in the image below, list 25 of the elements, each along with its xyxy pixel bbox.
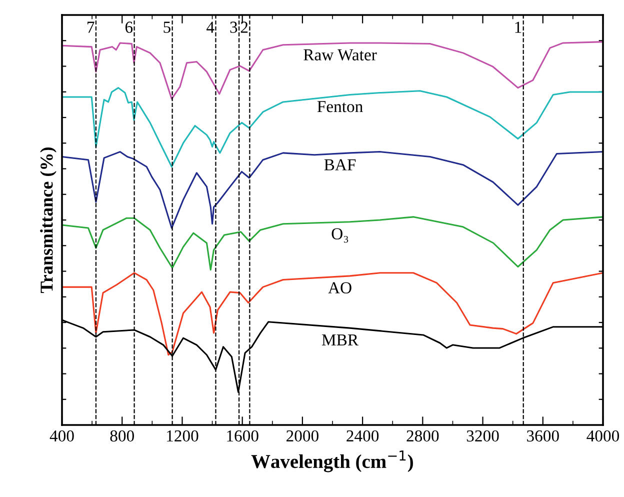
x-tick-label: 4000: [586, 430, 620, 442]
x-tick-label: 400: [50, 430, 74, 442]
x-tick-label: 2800: [406, 430, 439, 442]
x-tick-label: 800: [110, 430, 134, 442]
annotation: 7: [88, 22, 94, 33]
x-tick-label: 1600: [227, 430, 258, 442]
annotation: 1: [515, 22, 522, 33]
series-label: AO: [328, 282, 352, 294]
series-label: Raw Water: [304, 49, 377, 61]
annotation: 4: [206, 22, 214, 33]
x-tick-label: 3600: [527, 430, 559, 442]
series-label: MBR: [322, 334, 359, 346]
x-tick-label: 2400: [346, 430, 379, 442]
x-tick-label: 1200: [167, 430, 198, 442]
annotation: 5: [164, 22, 170, 33]
series-label: Fenton: [317, 101, 363, 112]
x-axis-title: Wavelength (cm$^{−1}$): [251, 450, 413, 472]
annotation: 3: [230, 22, 238, 33]
annotation: 2: [240, 22, 248, 33]
annotation: 6: [125, 22, 133, 33]
x-tick-label: 2000: [286, 430, 318, 442]
y-axis-title: Transmittance (%): [40, 147, 56, 294]
series-label: O₃: [332, 228, 348, 243]
x-tick-label: 3200: [466, 430, 499, 442]
series-label: BAF: [324, 159, 356, 170]
